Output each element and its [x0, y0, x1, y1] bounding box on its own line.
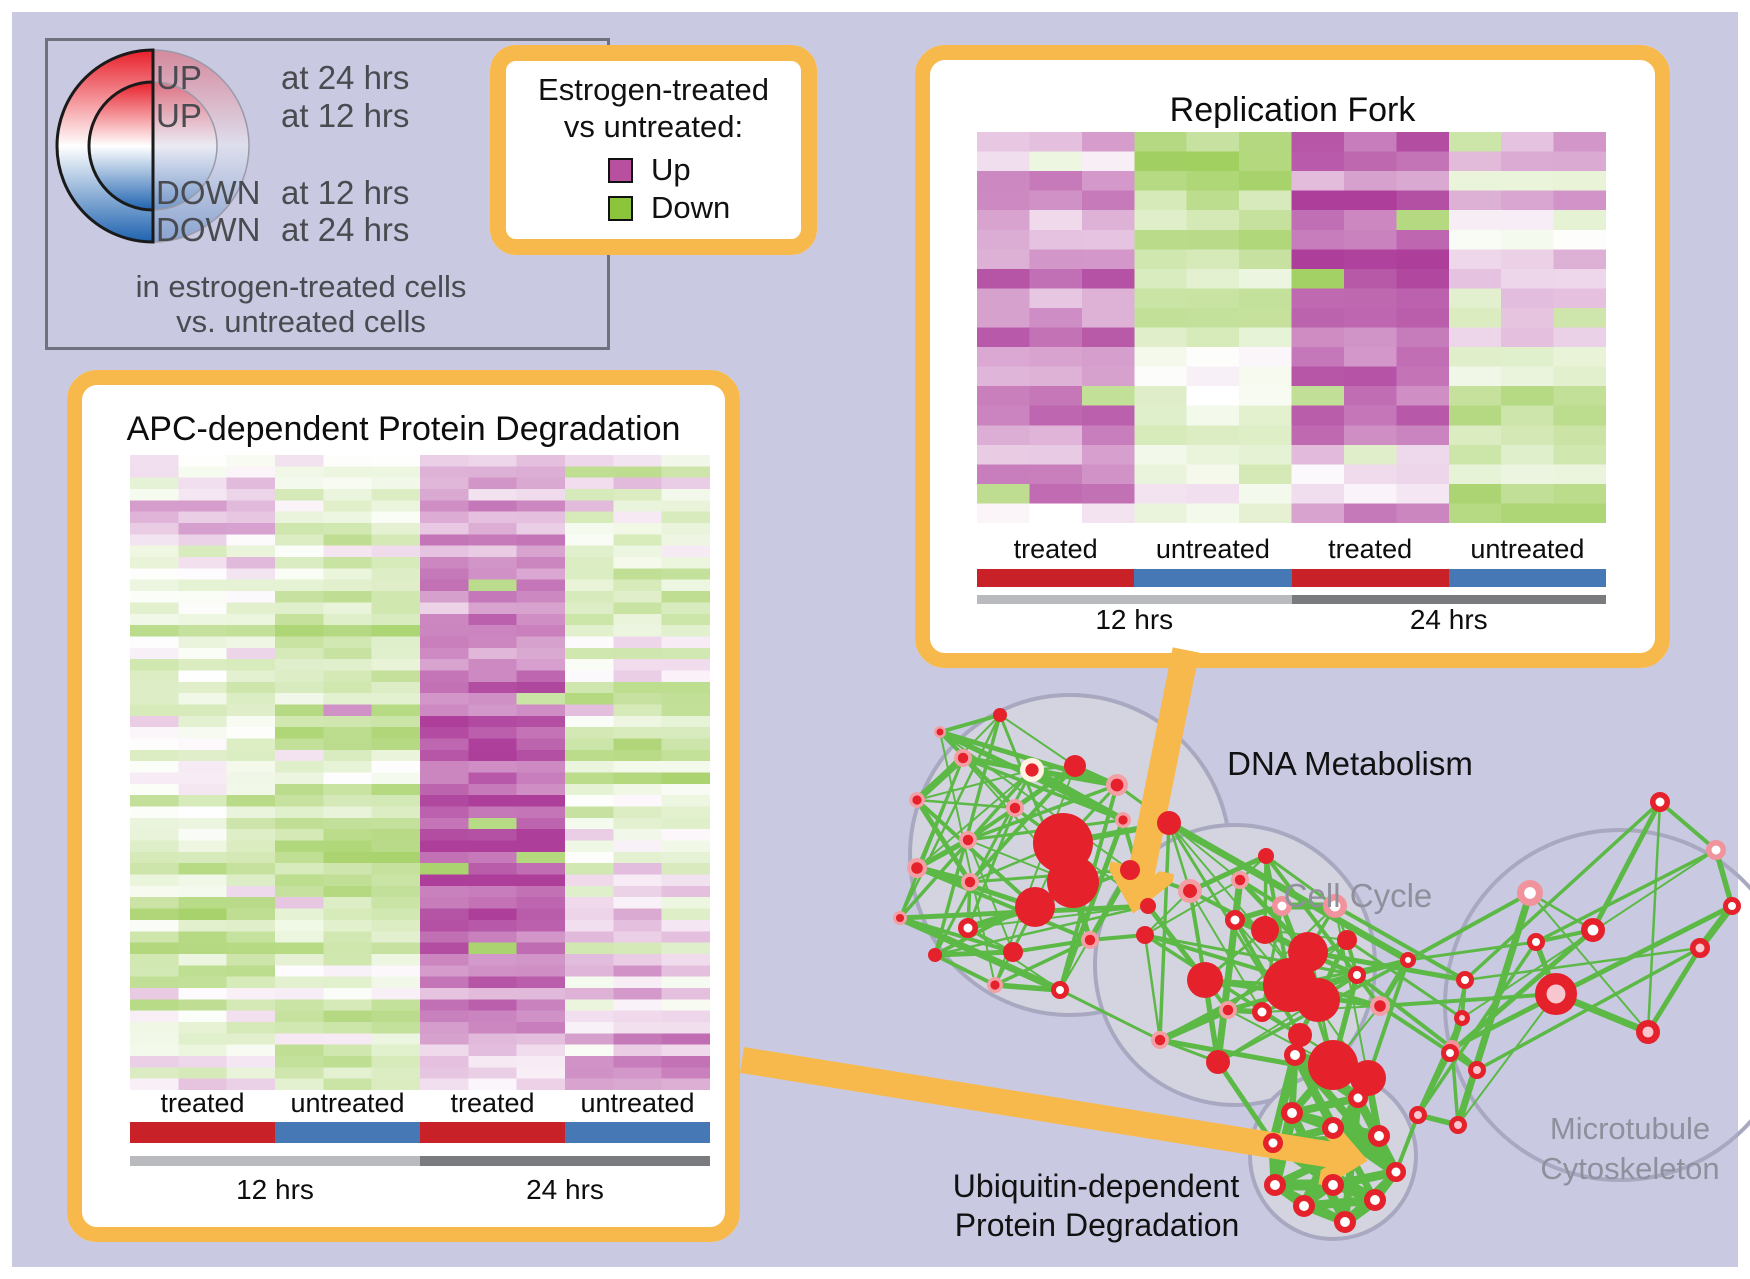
time-labels: 12 hrs 24 hrs: [130, 1174, 710, 1206]
legend-title: Estrogen-treated vs untreated:: [490, 71, 817, 145]
condition-labels: treated untreated treated untreated: [977, 534, 1606, 565]
legend-rows: Up Down: [490, 151, 817, 227]
condition-bar: [275, 1122, 420, 1143]
condition-bar: [1448, 569, 1606, 587]
time-bar: [1291, 595, 1606, 604]
condition-label: treated: [1013, 534, 1098, 564]
ring-dir-down-24: DOWN: [156, 211, 261, 248]
ring-time-24: at 24 hrs: [281, 59, 410, 96]
time-bar: [130, 1156, 420, 1166]
updown-ring-icon: [55, 48, 250, 244]
time-label: 12 hrs: [1095, 604, 1174, 635]
up-color-swatch: [608, 157, 633, 183]
apc-degradation-title: APC-dependent Protein Degradation: [126, 410, 681, 448]
ring-time-12b: at 12 hrs: [281, 174, 410, 211]
condition-label: untreated: [580, 1088, 695, 1118]
condition-label: untreated: [1470, 534, 1585, 564]
condition-label: untreated: [290, 1088, 405, 1118]
apc-degradation-heatmap: [130, 455, 711, 1091]
condition-bar: [130, 1122, 275, 1143]
condition-label: treated: [450, 1088, 535, 1118]
condition-color-bars: [977, 569, 1606, 587]
legend-row-down: Down: [608, 189, 817, 227]
condition-label: treated: [1328, 534, 1413, 564]
ring-dir-up-12: UP: [156, 97, 202, 134]
time-label: 12 hrs: [236, 1174, 314, 1205]
updown-color-legend: Estrogen-treated vs untreated: Up Down: [490, 45, 817, 255]
time-label: 24 hrs: [526, 1174, 604, 1205]
ring-footer-line2: vs. untreated cells: [176, 304, 426, 339]
replication-fork-title: Replication Fork: [1169, 91, 1416, 129]
legend-row-up: Up: [608, 151, 817, 189]
ring-dir-up-24: UP: [156, 59, 202, 96]
time-color-bars: [977, 595, 1606, 604]
ring-footer-line1: in estrogen-treated cells: [135, 269, 467, 304]
condition-bar: [977, 569, 1135, 587]
legend-title-line2: vs untreated:: [563, 109, 744, 144]
condition-bar: [1291, 569, 1449, 587]
condition-bar: [565, 1122, 710, 1143]
ring-color-legend: UP at 24 hrs UP at 12 hrs DOWN at 12 hrs…: [45, 38, 610, 350]
time-labels: 12 hrs 24 hrs: [977, 604, 1606, 636]
condition-bar: [1134, 569, 1292, 587]
replication-fork-panel: Replication Fork treated untreated treated…: [915, 45, 1670, 668]
time-bar: [420, 1156, 710, 1166]
condition-color-bars: [130, 1122, 710, 1143]
down-color-swatch: [608, 195, 633, 221]
replication-fork-heatmap: [977, 132, 1607, 524]
ring-time-12: at 12 hrs: [281, 97, 410, 134]
legend-title-line1: Estrogen-treated: [538, 72, 769, 107]
condition-labels: treated untreated treated untreated: [130, 1088, 710, 1119]
condition-bar: [420, 1122, 565, 1143]
apc-degradation-panel: APC-dependent Protein Degradation treate…: [67, 370, 740, 1242]
up-label: Up: [651, 152, 691, 187]
time-label: 24 hrs: [1409, 604, 1488, 635]
ring-dir-down-12: DOWN: [156, 174, 261, 211]
ring-time-24b: at 24 hrs: [281, 211, 410, 248]
condition-label: untreated: [1155, 534, 1270, 564]
condition-label: treated: [160, 1088, 245, 1118]
down-label: Down: [651, 190, 731, 225]
time-bar: [977, 595, 1292, 604]
time-color-bars: [130, 1156, 710, 1166]
